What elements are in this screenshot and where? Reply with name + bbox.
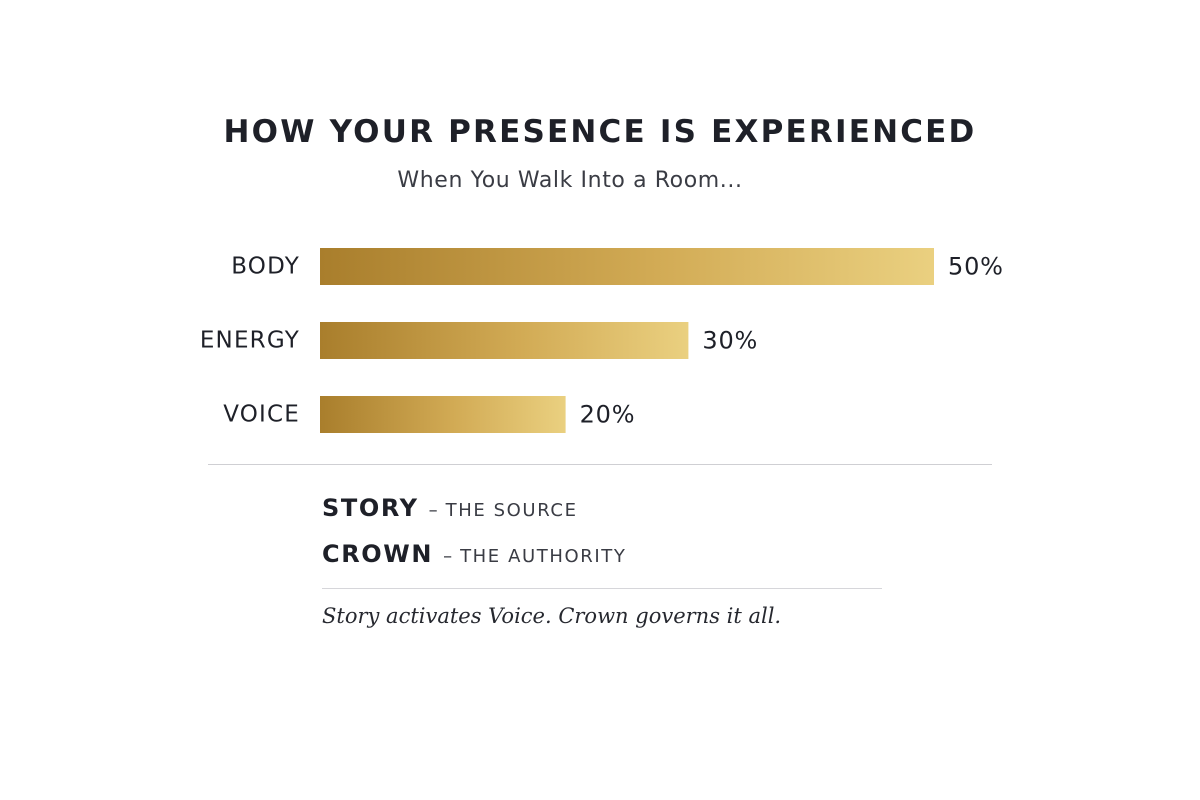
bar-energy: [320, 322, 689, 359]
category-label-energy: ENERGY: [200, 328, 300, 354]
legend-separator: –: [443, 546, 453, 567]
divider-short: [322, 588, 882, 589]
legend-item-crown: CROWN – THE AUTHORITY: [322, 540, 626, 568]
legend-description: THE AUTHORITY: [460, 546, 627, 567]
category-label-body: BODY: [231, 254, 300, 280]
divider: [208, 464, 992, 465]
category-label-voice: VOICE: [223, 402, 300, 428]
chart-subtitle: When You Walk Into a Room...: [397, 168, 743, 193]
legend-separator: –: [428, 500, 438, 521]
bar-voice: [320, 396, 566, 433]
tagline: Story activates Voice. Crown governs it …: [322, 604, 782, 628]
legend-description: THE SOURCE: [445, 500, 578, 521]
value-label-body: 50%: [948, 253, 1004, 281]
bars-group: BODY 50% ENERGY 30% VOICE 20%: [200, 248, 1004, 433]
bar-body: [320, 248, 934, 285]
legend-item-story: STORY – THE SOURCE: [322, 494, 578, 522]
value-label-energy: 30%: [702, 327, 758, 355]
value-label-voice: 20%: [580, 401, 636, 429]
chart-title: HOW YOUR PRESENCE IS EXPERIENCED: [223, 114, 977, 150]
legend-term: CROWN: [322, 540, 434, 568]
legend-term: STORY: [322, 494, 419, 522]
